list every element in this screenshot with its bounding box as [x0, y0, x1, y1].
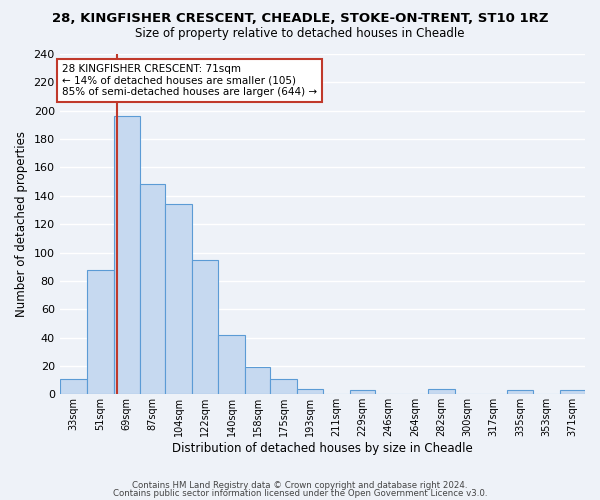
Bar [113, 116, 140, 394]
Bar [560, 390, 585, 394]
Text: Contains HM Land Registry data © Crown copyright and database right 2024.: Contains HM Land Registry data © Crown c… [132, 480, 468, 490]
Bar [350, 390, 375, 394]
Bar [61, 378, 87, 394]
Bar [506, 390, 533, 394]
Text: Contains public sector information licensed under the Open Government Licence v3: Contains public sector information licen… [113, 489, 487, 498]
Bar [192, 260, 218, 394]
Bar [270, 378, 297, 394]
Bar [245, 368, 270, 394]
Y-axis label: Number of detached properties: Number of detached properties [15, 131, 28, 317]
Text: Size of property relative to detached houses in Cheadle: Size of property relative to detached ho… [135, 28, 465, 40]
Text: 28, KINGFISHER CRESCENT, CHEADLE, STOKE-ON-TRENT, ST10 1RZ: 28, KINGFISHER CRESCENT, CHEADLE, STOKE-… [52, 12, 548, 26]
X-axis label: Distribution of detached houses by size in Cheadle: Distribution of detached houses by size … [172, 442, 473, 455]
Bar [140, 184, 165, 394]
Bar [297, 388, 323, 394]
Text: 28 KINGFISHER CRESCENT: 71sqm
← 14% of detached houses are smaller (105)
85% of : 28 KINGFISHER CRESCENT: 71sqm ← 14% of d… [62, 64, 317, 97]
Bar [87, 270, 113, 394]
Bar [428, 388, 455, 394]
Bar [165, 204, 192, 394]
Bar [218, 334, 245, 394]
